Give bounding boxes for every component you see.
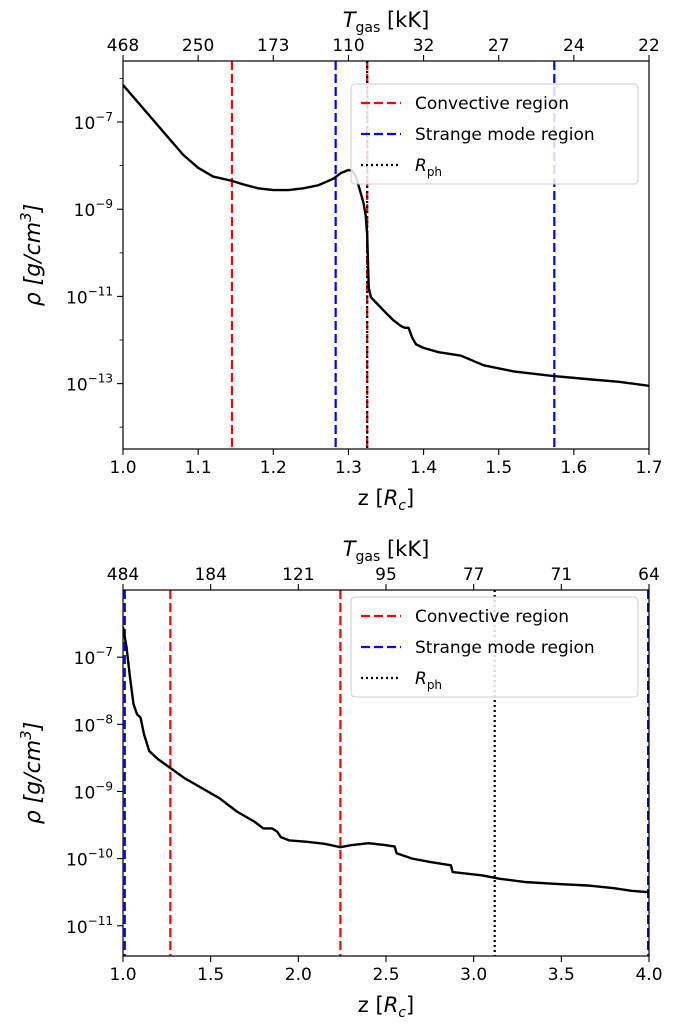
top-tick-label: 27 — [488, 36, 510, 56]
top-tick-label: 95 — [375, 565, 397, 585]
legend-label: Convective region — [415, 607, 569, 627]
x-tick-label: 3.0 — [460, 965, 487, 985]
x-tick-label: 4.0 — [635, 965, 662, 985]
y-tick-label: 10−10 — [66, 847, 113, 871]
x-axis-label: z [Rc] — [358, 993, 414, 1021]
panel-bottom: 1.0 1.5 2.0 2.5 3.0 3.5 4.0 484 184 121 95 77 71 64 10… — [17, 537, 663, 1021]
legend-label: Strange mode region — [415, 638, 595, 658]
y-tick-label: 10−7 — [74, 645, 113, 669]
top-axis-label: Tgas [kK] — [343, 8, 430, 36]
top-tick-label: 71 — [551, 565, 573, 585]
density-profile-line — [123, 626, 649, 894]
top-tick-label: 24 — [563, 36, 585, 56]
legend: Convective region Strange mode region Rph — [350, 83, 639, 185]
y-tick-label: 10−9 — [74, 197, 113, 221]
density-profile-line — [123, 84, 649, 387]
legend-box — [350, 596, 639, 698]
y-tick-label: 10−13 — [66, 372, 113, 396]
x-tick-label: 1.4 — [410, 458, 437, 478]
x-tick-label: 3.5 — [548, 965, 575, 985]
y-tick-label: 10−8 — [74, 712, 113, 736]
top-tick-label: 32 — [413, 36, 435, 56]
top-tick-label: 77 — [463, 565, 485, 585]
legend-label: Rph — [415, 669, 442, 692]
top-tick-label: 184 — [194, 565, 226, 585]
x-tick-label: 1.5 — [485, 458, 512, 478]
y-tick-label: 10−9 — [74, 779, 113, 803]
x-tick-label: 1.7 — [635, 458, 662, 478]
x-tick-label: 1.3 — [335, 458, 362, 478]
top-tick-label: 250 — [182, 36, 214, 56]
y-axis-label: ρ [g/cm3] — [17, 204, 46, 307]
top-tick-label: 484 — [107, 565, 139, 585]
legend-label: Strange mode region — [415, 125, 595, 145]
top-tick-label: 22 — [638, 36, 660, 56]
legend: Convective region Strange mode region Rph — [350, 596, 639, 698]
plot-area — [123, 61, 649, 449]
legend-label: Convective region — [415, 94, 569, 114]
y-tick-label: 10−11 — [66, 914, 113, 938]
top-tick-label: 468 — [107, 36, 139, 56]
top-tick-label: 110 — [332, 36, 364, 56]
x-tick-label: 2.5 — [372, 965, 399, 985]
top-axis-label: Tgas [kK] — [343, 537, 430, 565]
y-tick-label: 10−11 — [66, 284, 113, 308]
top-tick-label: 64 — [638, 565, 660, 585]
x-tick-label: 1.2 — [260, 458, 287, 478]
legend-box — [350, 83, 639, 185]
x-tick-label: 2.0 — [285, 965, 312, 985]
y-axis-label: ρ [g/cm3] — [17, 722, 46, 825]
x-tick-label: 1.5 — [197, 965, 224, 985]
x-tick-label: 1.0 — [109, 458, 136, 478]
top-tick-label: 173 — [257, 36, 289, 56]
legend-label: Rph — [415, 156, 442, 179]
x-axis-label: z [Rc] — [358, 486, 414, 514]
axes-frame — [122, 60, 650, 450]
x-tick-label: 1.6 — [560, 458, 587, 478]
top-tick-label: 121 — [282, 565, 314, 585]
panel-top: 1.0 1.1 1.2 1.3 1.4 1.5 1.6 1.7 468 250 173 110 32 27… — [17, 8, 663, 514]
x-tick-label: 1.0 — [109, 965, 136, 985]
y-tick-label: 10−7 — [74, 110, 113, 134]
x-tick-label: 1.1 — [185, 458, 212, 478]
